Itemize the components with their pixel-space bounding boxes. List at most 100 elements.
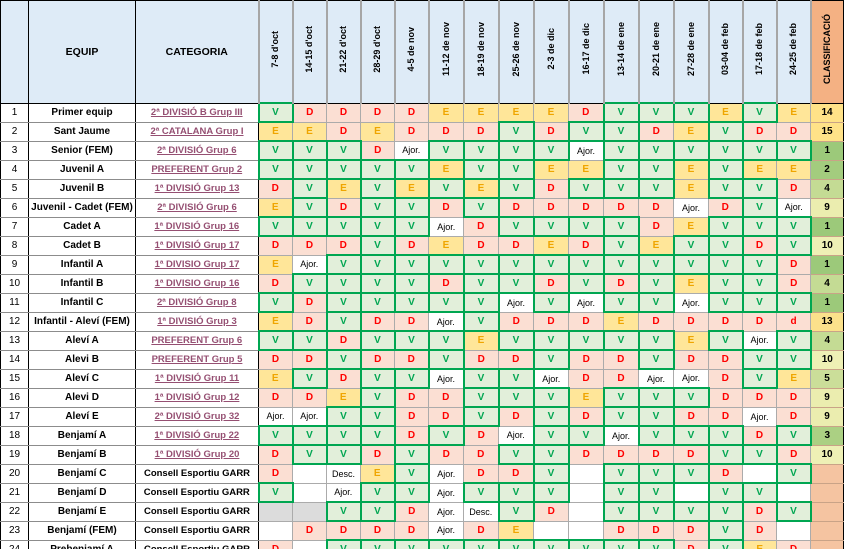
classification-value: 1 — [810, 254, 844, 275]
result-cell: V — [672, 102, 710, 123]
result-cell: D — [428, 406, 464, 427]
result-cell: E — [498, 102, 534, 123]
result-cell: D — [428, 273, 464, 294]
team-name: Benjamí (FEM) — [28, 520, 136, 541]
result-cell: V — [637, 501, 675, 522]
date-header-10: 16-17 de dic — [567, 0, 605, 104]
category-link[interactable]: 2ª DIVISIÓ Grup 32 — [154, 411, 240, 422]
category-link[interactable]: 1ª DIVISIO Grup 16 — [154, 278, 240, 289]
category-cell: PREFERENT Grup 2 — [135, 159, 259, 180]
result-cell: V — [602, 140, 640, 161]
category-link[interactable]: 1ª DIVISIÓ Grup 11 — [154, 373, 240, 384]
result-cell: V — [359, 197, 396, 218]
result-cell: V — [672, 235, 710, 256]
result-cell: V — [497, 482, 535, 503]
category-link[interactable]: 1ª DIVISIÓ Grup 12 — [154, 392, 240, 403]
row-number: 14 — [0, 349, 29, 370]
category-cell: 1ª DIVISIÓ Grup 17 — [135, 235, 259, 256]
category-link[interactable]: 2ª DIVISIÓ Grup 6 — [157, 202, 237, 213]
category-link[interactable]: 2ª CATALANA Grup I — [150, 126, 244, 137]
result-cell: D — [258, 235, 293, 256]
result-cell: V — [637, 159, 675, 180]
result-cell: V — [672, 387, 710, 408]
result-cell — [568, 463, 604, 484]
category-link[interactable]: 1ª DIVISIÓ Grup 13 — [154, 183, 240, 194]
classification-value: 4 — [810, 273, 844, 294]
date-header-2: 14-15 d'oct — [291, 0, 328, 104]
result-cell: D — [360, 444, 395, 465]
result-cell: V — [462, 254, 500, 275]
result-cell: V — [637, 482, 675, 503]
result-cell: V — [291, 330, 328, 351]
date-header-6: 11-12 de nov — [427, 0, 465, 104]
result-cell: Ajor. — [638, 368, 674, 389]
result-cell: V — [602, 159, 640, 180]
result-cell: V — [602, 406, 640, 427]
classification-value: 9 — [810, 406, 844, 427]
result-cell: V — [707, 178, 744, 199]
category-link[interactable]: 1ª DIVISIO Grup 17 — [154, 259, 240, 270]
row-number: 9 — [0, 254, 29, 275]
result-cell: V — [602, 463, 640, 484]
date-header-label: 28-29 d'oct — [372, 25, 382, 73]
classificacio-header-label: CLASSIFICACIÓ — [821, 14, 832, 85]
result-cell: V — [637, 178, 675, 199]
row-number: 10 — [0, 273, 29, 294]
team-row-11: 11 Infantil C 2ª DIVISIÓ Grup 8 V D V V V V V Ajor… — [0, 292, 844, 313]
result-cell: E — [533, 235, 569, 256]
result-cell: V — [775, 425, 812, 446]
date-header-11: 13-14 de ene — [602, 0, 640, 104]
category-link[interactable]: PREFERENT Grup 5 — [151, 354, 243, 365]
result-cell: V — [775, 463, 812, 484]
result-cell: V — [637, 349, 675, 370]
result-cell: V — [427, 178, 465, 199]
row-number: 18 — [0, 425, 29, 446]
category-link[interactable]: 1ª DIVISIÓ Grup 3 — [157, 316, 237, 327]
category-link[interactable]: 1ª DIVISIÓ Grup 16 — [154, 221, 240, 232]
result-cell: D — [463, 349, 499, 370]
team-row-23: 23 Benjamí (FEM) Consell Esportiu GARR D D D D… — [0, 520, 844, 541]
result-cell: D — [498, 463, 534, 484]
result-cell: D — [394, 121, 429, 142]
date-header-1: 7-8 d'oct — [257, 0, 294, 104]
result-cell: D — [673, 520, 709, 541]
team-row-18: 18 Benjamí A 1ª DIVISIÓ Grup 22 V V V V D V D Ajor… — [0, 425, 844, 446]
category-link[interactable]: PREFERENT Grup 6 — [151, 335, 243, 346]
result-cell: E — [428, 159, 464, 180]
result-cell: V — [393, 539, 430, 549]
result-cell: V — [325, 501, 362, 522]
team-name: Aleví E — [28, 406, 136, 427]
category-link[interactable]: 2ª DIVISIÓ Grup 6 — [156, 145, 237, 156]
result-cell: D — [326, 368, 361, 389]
result-cell: D — [292, 349, 327, 370]
result-cell: E — [428, 235, 464, 256]
result-cell: D — [533, 501, 569, 522]
result-cell: D — [776, 539, 811, 549]
result-cell: D — [776, 406, 811, 427]
result-cell: D — [326, 102, 361, 123]
category-link[interactable]: 1ª DIVISIÓ Grup 22 — [154, 430, 240, 441]
classification-value: 1 — [810, 292, 844, 313]
result-cell: V — [359, 273, 396, 294]
result-cell: E — [673, 330, 709, 351]
result-cell: D — [463, 444, 499, 465]
result-cell: D — [673, 444, 709, 465]
category-link[interactable]: PREFERENT Grup 2 — [151, 164, 243, 175]
result-cell: V — [359, 368, 396, 389]
category-link[interactable]: 2ª DIVISIÓ Grup 8 — [156, 297, 237, 308]
result-cell: V — [707, 121, 744, 142]
result-cell: V — [775, 140, 812, 161]
team-row-19: 19 Benjamí B 1ª DIVISIÓ Grup 20 D V V D V D D V V D D… — [0, 444, 844, 465]
result-cell: D — [568, 349, 604, 370]
result-cell: V — [707, 539, 744, 549]
date-header-label: 14-15 d'oct — [304, 25, 314, 73]
category-link[interactable]: 1ª DIVISIÓ Grup 17 — [154, 240, 240, 251]
team-row-21: 21 Benjamí D Consell Esportiu GARR V Ajor. V V… — [0, 482, 844, 503]
result-cell: V — [775, 292, 812, 313]
category-link[interactable]: 2ª DIVISIÓ B Grup III — [150, 107, 243, 118]
result-cell — [673, 482, 709, 503]
category-link[interactable]: 1ª DIVISIÓ Grup 20 — [154, 449, 240, 460]
result-cell: Ajor. — [258, 406, 293, 427]
